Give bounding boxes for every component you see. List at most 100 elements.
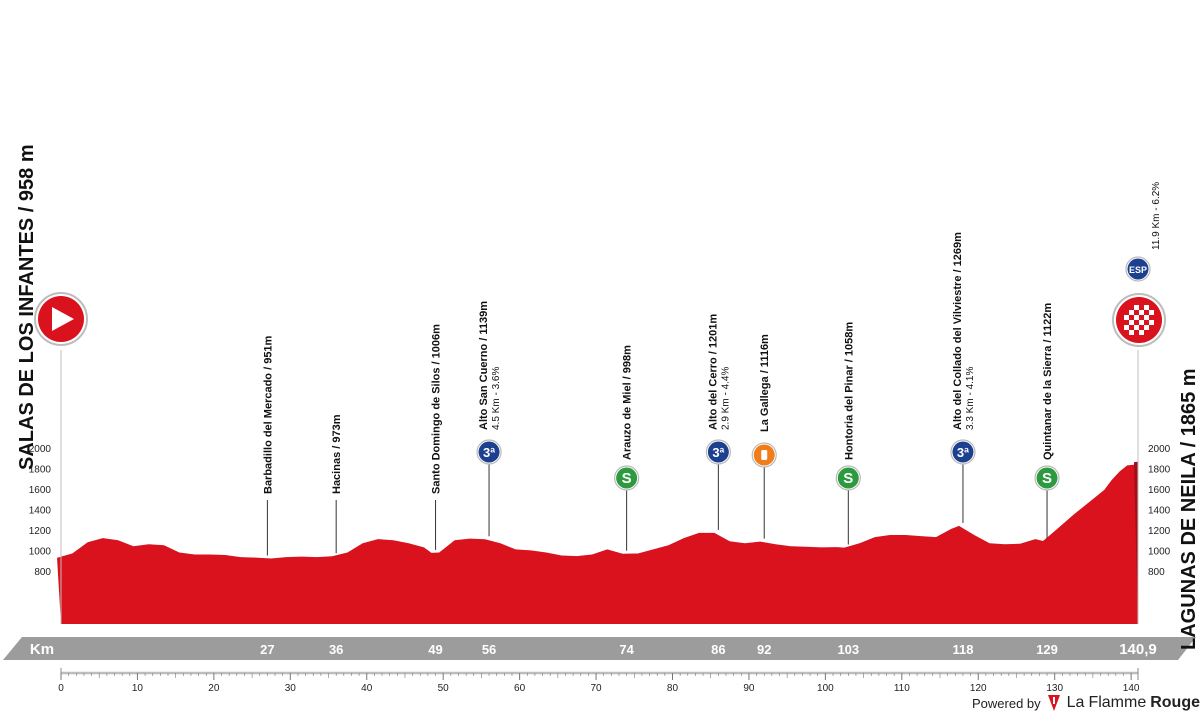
x-tick-label: 140 xyxy=(1123,683,1140,694)
waypoint-name: Santo Domingo de Silos / 1006m xyxy=(431,324,443,494)
km-bar-waypoint-label: 86 xyxy=(711,642,725,657)
checkered-flag-icon-cell xyxy=(1149,325,1154,330)
checkered-flag-icon-cell xyxy=(1134,330,1139,335)
checkered-flag-icon-cell xyxy=(1134,320,1139,325)
km-bar-waypoint-label: 92 xyxy=(757,642,771,657)
checkered-flag-icon-cell xyxy=(1139,330,1144,335)
sprint-badge xyxy=(1036,467,1058,489)
y-tick-right-label: 1000 xyxy=(1148,547,1171,558)
km-bar xyxy=(22,637,1178,660)
waypoint-name: La Gallega / 1116m xyxy=(759,334,771,432)
y-tick-right-label: 2000 xyxy=(1148,444,1171,455)
km-bar-waypoint-label: 118 xyxy=(952,642,973,657)
y-tick-right-label: 1600 xyxy=(1148,485,1171,496)
checkered-flag-icon-cell xyxy=(1144,325,1149,330)
sprint-badge xyxy=(837,467,859,489)
x-tick-label: 110 xyxy=(894,683,910,694)
y-tick-left-label: 1600 xyxy=(29,485,52,496)
esp-category-icon: ESP xyxy=(1129,265,1147,275)
brand-rouge: Rouge xyxy=(1150,694,1200,711)
climb-category-icon: 3ª xyxy=(483,445,495,460)
x-tick-label: 20 xyxy=(208,683,220,694)
checkered-flag-icon-cell xyxy=(1139,325,1144,330)
x-tick-label: 40 xyxy=(361,683,373,694)
checkered-flag-icon-cell xyxy=(1139,315,1144,320)
km-bar-waypoint-label: 36 xyxy=(329,642,343,657)
climb-badge xyxy=(478,441,500,463)
flame-logo-icon xyxy=(1047,695,1060,711)
waypoint-name: Arauzo de Miel / 998m xyxy=(622,345,634,460)
checkered-flag-icon-cell xyxy=(1134,315,1139,320)
checkered-flag-icon-cell xyxy=(1129,315,1134,320)
waypoint-name: Hontoria del Pinar / 1058m xyxy=(843,322,855,460)
km-bar-waypoint-label: 56 xyxy=(482,642,496,657)
waypoint-name: Quintanar de la Sierra / 1122m xyxy=(1042,303,1054,460)
checkered-flag-icon-cell xyxy=(1149,310,1154,315)
start-arrow-icon xyxy=(52,307,74,331)
checkered-flag-icon-cell xyxy=(1124,325,1129,330)
feed-bottle-icon xyxy=(761,450,768,460)
checkered-flag-icon-cell xyxy=(1129,320,1134,325)
checkered-flag-icon-cell xyxy=(1139,305,1144,310)
waypoint-name: Hacinas / 973m xyxy=(331,414,343,494)
km-bar-waypoint-label: 49 xyxy=(428,642,442,657)
km-bar-waypoint-label: 103 xyxy=(837,642,859,657)
km-bar-total: 140,9 xyxy=(1119,641,1157,658)
checkered-flag-icon-cell xyxy=(1144,330,1149,335)
y-tick-left-label: 1000 xyxy=(29,547,52,558)
sprint-icon: S xyxy=(843,470,853,487)
checkered-flag-icon-cell xyxy=(1139,310,1144,315)
powered-by-text: Powered by xyxy=(972,695,1041,711)
y-tick-left-label: 1800 xyxy=(29,465,52,476)
climb-badge xyxy=(952,441,974,463)
km-bar-left-tip xyxy=(3,637,22,660)
sprint-badge xyxy=(616,467,638,489)
x-tick-label: 60 xyxy=(514,683,526,694)
y-tick-left-label: 1400 xyxy=(29,506,52,517)
checkered-flag-icon-cell xyxy=(1134,325,1139,330)
x-tick-label: 130 xyxy=(1046,683,1063,694)
climb-category-icon: 3ª xyxy=(957,445,969,460)
x-tick-label: 70 xyxy=(590,683,602,694)
sprint-icon: S xyxy=(622,470,632,487)
brand-la: La xyxy=(1066,694,1085,711)
km-bar-waypoint-label: 27 xyxy=(260,642,274,657)
y-tick-left-label: 2000 xyxy=(29,444,52,455)
checkered-flag-icon-cell xyxy=(1144,310,1149,315)
checkered-flag-icon-cell xyxy=(1144,320,1149,325)
x-tick-label: 100 xyxy=(817,683,834,694)
profile-area xyxy=(57,464,1138,624)
checkered-flag-icon-cell xyxy=(1134,305,1139,310)
y-tick-right-label: 1400 xyxy=(1148,506,1171,517)
waypoint-climb-detail: 3.3 Km - 4.1% xyxy=(965,367,976,430)
km-bar-label: Km xyxy=(30,641,54,658)
finish-label: LAGUNAS DE NEILA / 1865 m xyxy=(1178,368,1200,650)
km-bar-waypoint-label: 129 xyxy=(1036,642,1058,657)
x-tick-label: 80 xyxy=(667,683,679,694)
sprint-icon: S xyxy=(1042,470,1052,487)
x-tick-label: 90 xyxy=(743,683,755,694)
y-tick-left-label: 800 xyxy=(34,567,51,578)
x-tick-label: 10 xyxy=(132,683,144,694)
profile-top-mask xyxy=(57,330,1138,559)
checkered-flag-icon-cell xyxy=(1124,315,1129,320)
y-tick-left-label: 1200 xyxy=(29,526,52,537)
brand-flamme: Flamme xyxy=(1088,694,1147,711)
checkered-flag-icon-cell xyxy=(1134,310,1139,315)
climb-badge xyxy=(707,441,729,463)
finish-climb-detail: 11.9 Km - 6.2% xyxy=(1151,182,1162,250)
waypoint-climb-detail: 2.9 Km - 4.4% xyxy=(720,367,731,430)
checkered-flag-icon-cell xyxy=(1144,305,1149,310)
waypoint-name: Alto del Cerro / 1201m xyxy=(707,314,719,430)
checkered-flag-icon-cell xyxy=(1129,310,1134,315)
x-tick-label: 30 xyxy=(285,683,297,694)
checkered-flag-icon-cell xyxy=(1129,330,1134,335)
waypoint-name: Alto San Cuerno / 1139m xyxy=(478,301,490,430)
x-tick-label: 50 xyxy=(438,683,450,694)
checkered-flag-icon-cell xyxy=(1124,310,1129,315)
checkered-flag-icon-cell xyxy=(1149,320,1154,325)
checkered-flag-icon-cell xyxy=(1139,320,1144,325)
y-tick-right-label: 800 xyxy=(1148,567,1165,578)
